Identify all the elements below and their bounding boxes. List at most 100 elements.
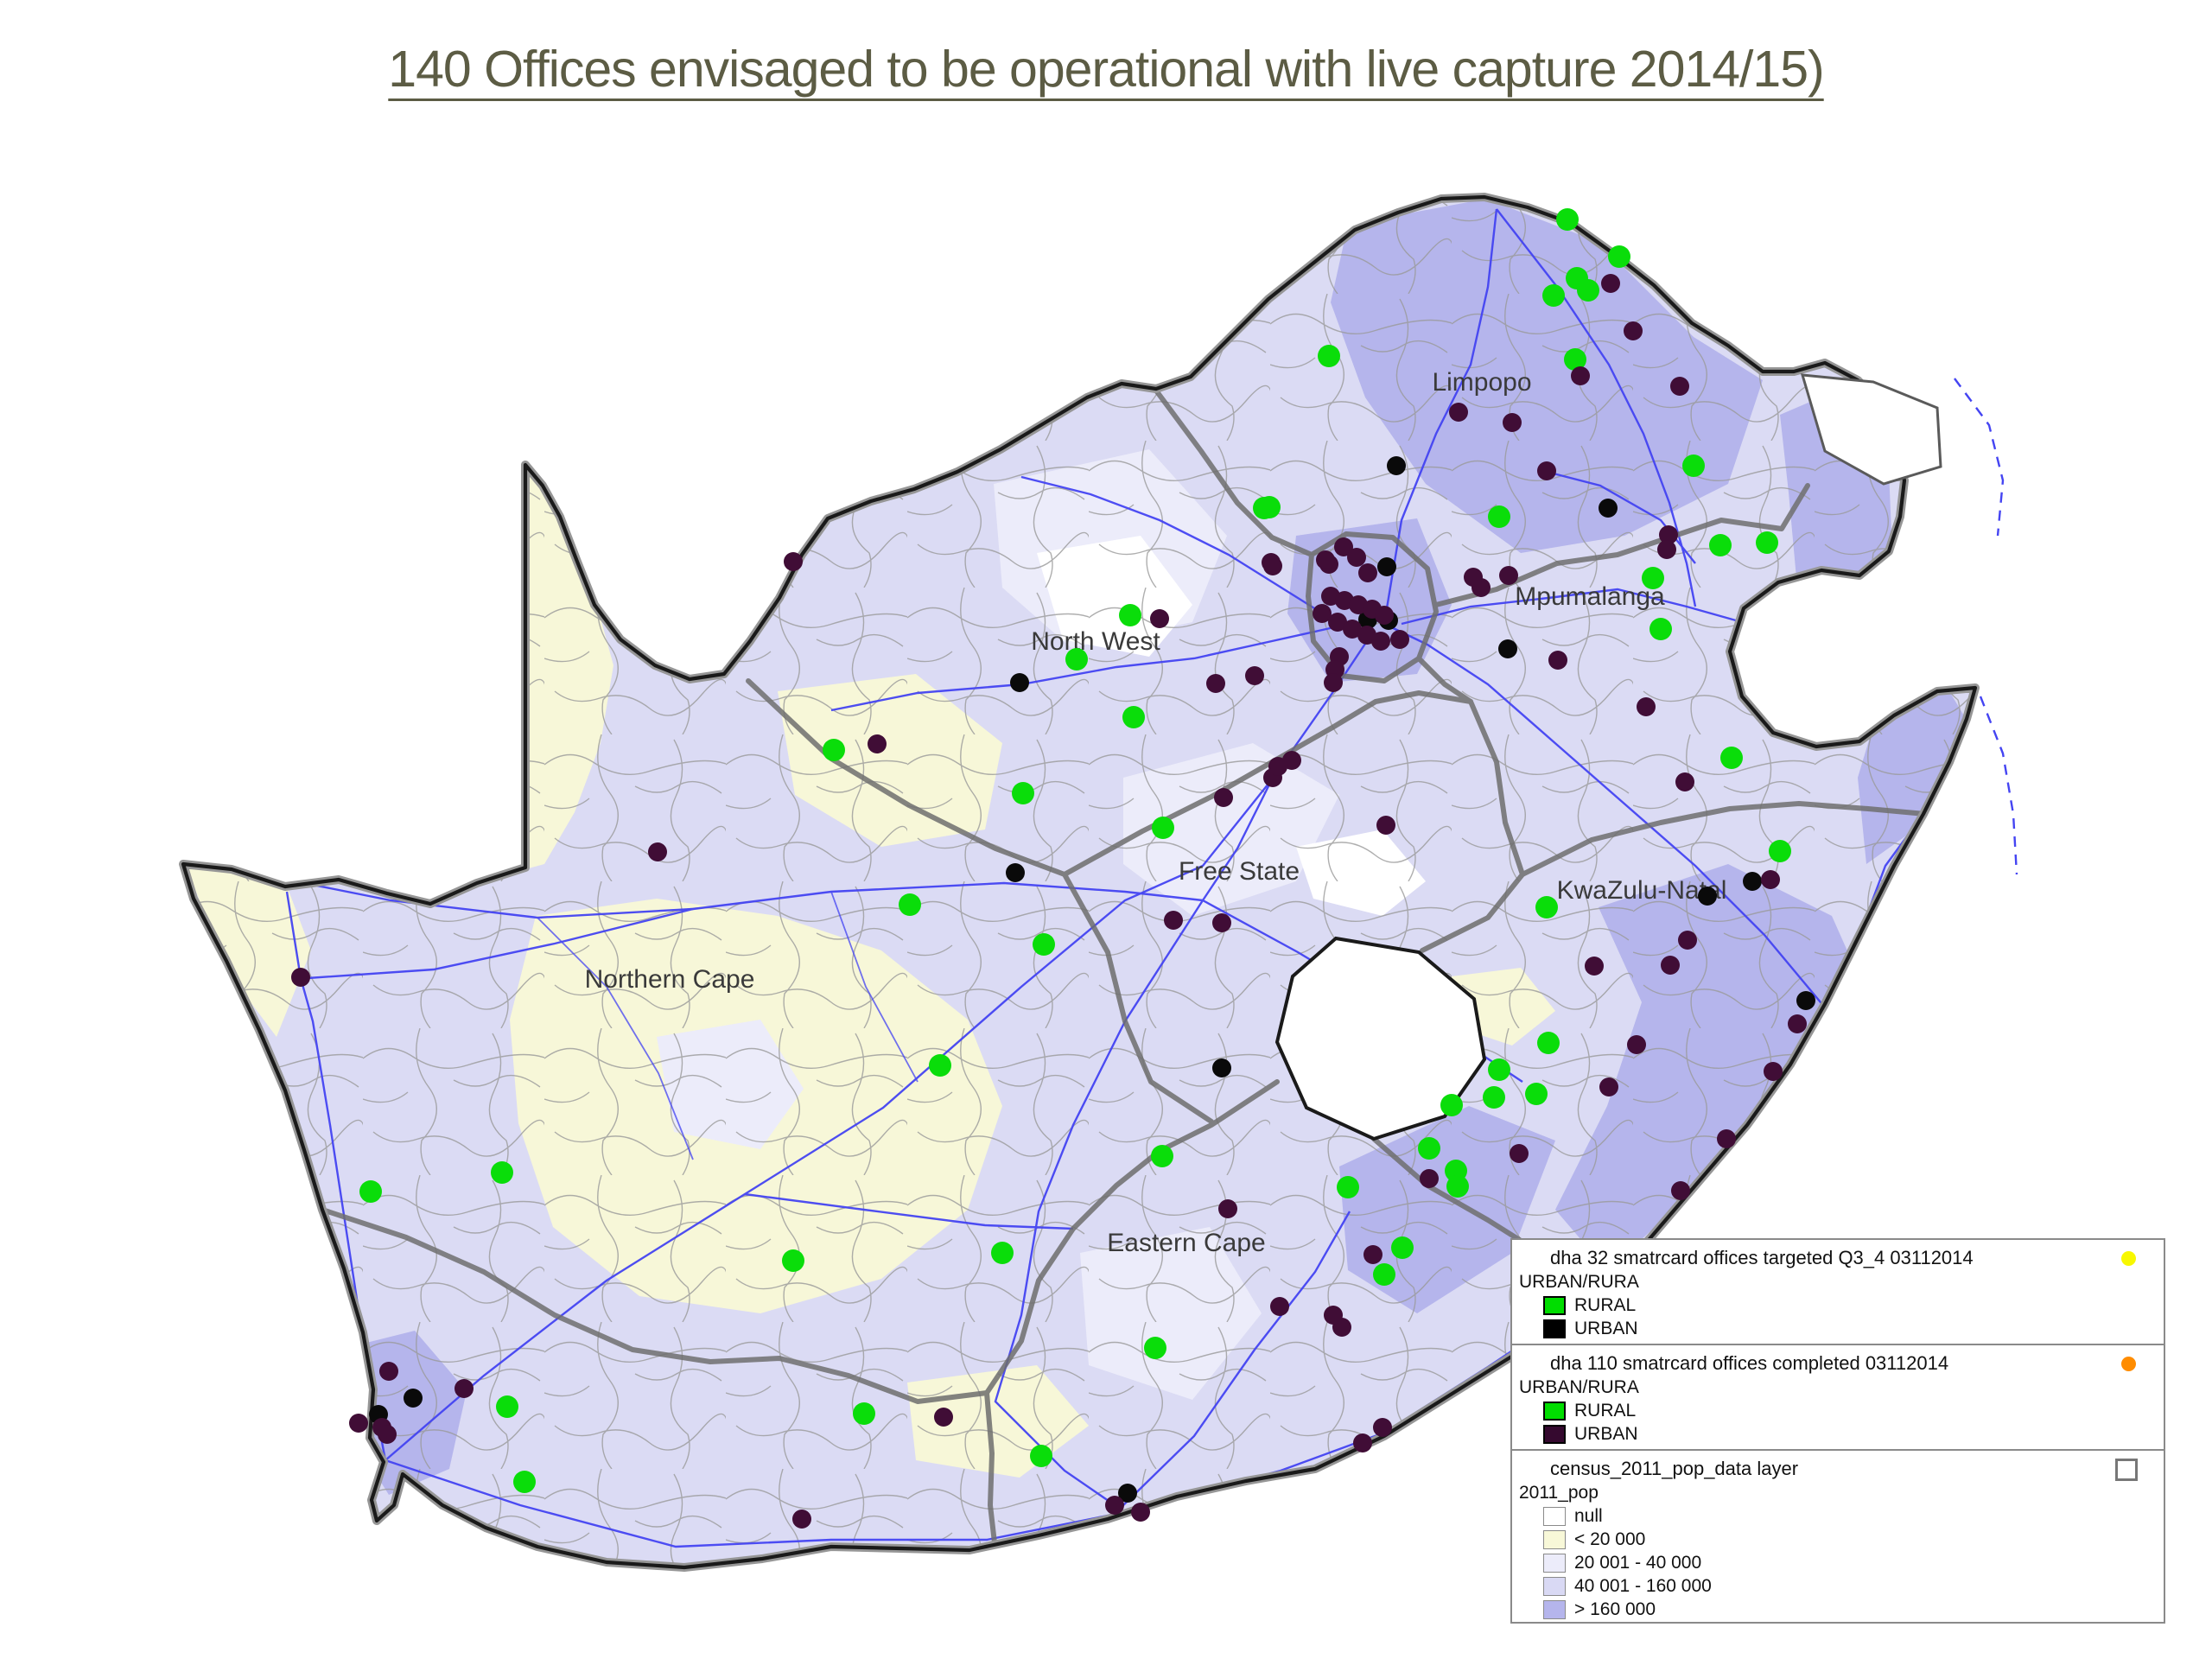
office-dot-urban_completed — [1659, 525, 1678, 544]
office-dot-urban_completed — [1347, 548, 1366, 567]
office-dot-urban_completed — [792, 1510, 811, 1529]
legend-item-label: 20 001 - 40 000 — [1574, 1552, 1702, 1573]
offshore-dashed-lines — [1954, 378, 2018, 875]
office-dot-urban_completed — [1363, 1245, 1382, 1264]
office-dot-rural — [1119, 604, 1141, 626]
office-dot-urban_completed — [1150, 609, 1169, 628]
office-dot-rural — [1709, 534, 1732, 556]
legend-group-label: URBAN/RURA — [1519, 1377, 1639, 1397]
office-dot-urban_targeted — [1006, 863, 1025, 882]
office-dot-rural — [991, 1242, 1014, 1264]
office-dot-urban_completed — [1390, 630, 1409, 649]
province-label-limpopo: Limpopo — [1432, 368, 1531, 397]
office-dot-urban_completed — [1717, 1129, 1736, 1148]
office-dot-urban_completed — [1627, 1035, 1646, 1054]
office-dot-urban_completed — [1371, 632, 1390, 651]
country-outline — [179, 193, 1980, 1572]
office-dot-urban_completed — [868, 734, 887, 753]
office-dot-rural — [1151, 1145, 1173, 1167]
office-dot-urban_completed — [1131, 1503, 1150, 1522]
legend-item: URBAN — [1512, 1422, 2164, 1446]
office-dot-urban_completed — [1670, 377, 1689, 396]
legend-swatch — [1543, 1401, 1566, 1421]
office-dot-urban_targeted — [1743, 872, 1762, 891]
office-dot-urban_completed — [1214, 788, 1233, 807]
office-dot-rural — [1030, 1445, 1052, 1467]
legend-item-label: URBAN — [1574, 1423, 1638, 1444]
legend-item: 20 001 - 40 000 — [1512, 1551, 2164, 1574]
office-dot-rural — [853, 1402, 875, 1425]
office-dot-urban_completed — [1268, 757, 1287, 776]
office-dot-urban_completed — [1764, 1062, 1783, 1081]
office-dot-rural — [823, 739, 845, 761]
office-dot-rural — [1373, 1263, 1395, 1286]
office-dot-urban_completed — [1212, 913, 1231, 932]
office-dot-rural — [1122, 706, 1145, 728]
office-dot-urban_targeted — [1212, 1058, 1231, 1077]
office-dot-urban_completed — [934, 1408, 953, 1427]
office-dot-urban_completed — [1420, 1169, 1439, 1188]
office-dot-rural — [1608, 245, 1630, 268]
office-dot-urban_completed — [1270, 1297, 1289, 1316]
office-dot-urban_completed — [1624, 321, 1643, 340]
legend-item-label: URBAN — [1574, 1318, 1638, 1338]
title-bar: 140 Offices envisaged to be operational … — [0, 40, 2212, 99]
office-dot-urban_completed — [378, 1425, 397, 1444]
office-dot-urban_targeted — [1387, 456, 1406, 475]
office-dot-urban_completed — [1343, 620, 1362, 639]
province-label-north-west: North West — [1031, 627, 1160, 656]
office-dot-urban_completed — [1788, 1014, 1807, 1033]
office-dot-rural — [1033, 933, 1055, 956]
office-dot-urban_completed — [1661, 956, 1680, 975]
office-dot-urban_completed — [1503, 413, 1522, 432]
map-legend: dha 32 smatrcard offices targeted Q3_4 0… — [1510, 1238, 2165, 1624]
legend-item: URBAN — [1512, 1317, 2164, 1340]
office-dot-rural — [1253, 497, 1275, 519]
office-dot-urban_completed — [1334, 537, 1353, 556]
office-dot-urban_completed — [1375, 606, 1394, 625]
office-dot-rural — [1488, 1058, 1510, 1081]
office-dot-urban_targeted — [1498, 639, 1517, 658]
office-dot-rural — [359, 1180, 382, 1203]
office-dot-urban_targeted — [1698, 887, 1717, 906]
province-label-mpumalanga: Mpumalanga — [1515, 582, 1665, 611]
office-dot-rural — [1564, 348, 1586, 371]
province-label-free-state: Free State — [1179, 857, 1300, 886]
office-dot-urban_completed — [1449, 403, 1468, 422]
office-dot-urban_completed — [1324, 673, 1343, 692]
office-dot-urban_completed — [1464, 568, 1483, 587]
legend-swatch — [1543, 1529, 1566, 1549]
legend-swatch — [1543, 1295, 1566, 1315]
legend-item: RURAL — [1512, 1294, 2164, 1317]
office-dot-urban_targeted — [1010, 673, 1029, 692]
office-dot-rural — [1537, 1032, 1560, 1054]
office-dot-urban_completed — [379, 1362, 398, 1381]
legend-swatch — [1543, 1576, 1566, 1596]
province-borders — [320, 388, 1928, 1553]
office-dot-rural — [1483, 1086, 1505, 1109]
office-dot-urban_completed — [1571, 366, 1590, 385]
office-dot-rural — [1440, 1094, 1463, 1116]
office-dot-urban_completed — [349, 1414, 368, 1433]
office-dot-urban_targeted — [404, 1389, 423, 1408]
office-dot-rural — [1144, 1337, 1166, 1359]
legend-swatch — [1543, 1319, 1566, 1338]
office-dot-urban_completed — [1316, 550, 1335, 569]
office-dot-urban_completed — [1499, 566, 1518, 585]
legend-item: 40 001 - 160 000 — [1512, 1574, 2164, 1598]
legend-group-label: 2011_pop — [1519, 1483, 1599, 1503]
office-dot-urban_completed — [1376, 816, 1395, 835]
office-dot-urban_completed — [1373, 1418, 1392, 1437]
office-dot-urban_completed — [1761, 870, 1780, 889]
office-dot-urban_completed — [1678, 931, 1697, 950]
office-dot-rural — [1535, 896, 1558, 918]
office-dot-rural — [491, 1161, 513, 1184]
province-label-eastern-cape: Eastern Cape — [1107, 1229, 1265, 1257]
layer-checkbox[interactable] — [2115, 1459, 2138, 1481]
office-dot-urban_completed — [1218, 1199, 1237, 1218]
office-dot-rural — [1642, 567, 1664, 589]
office-dot-urban_completed — [1164, 911, 1183, 930]
legend-swatch — [1543, 1506, 1566, 1526]
office-dot-urban_targeted — [1599, 499, 1618, 518]
